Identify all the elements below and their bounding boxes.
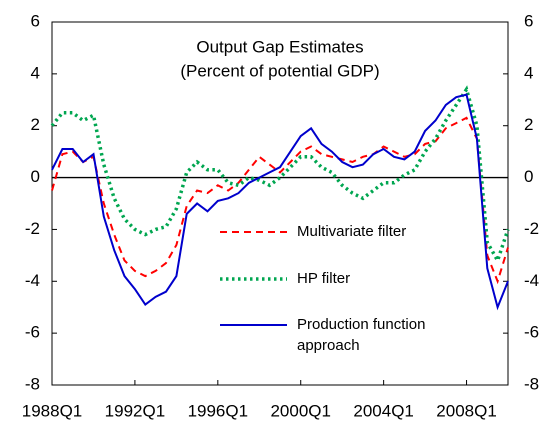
x-tick-label: 1988Q1 xyxy=(22,401,83,420)
legend-label: HP filter xyxy=(297,270,351,287)
y2-tick-label: -6 xyxy=(524,323,539,342)
x-tick-label: 1996Q1 xyxy=(188,401,249,420)
legend-label: Production function approach xyxy=(297,316,426,354)
y2-tick-label: -8 xyxy=(524,374,539,393)
chart-title: Output Gap Estimates xyxy=(196,37,363,56)
y-tick-label: 0 xyxy=(31,167,40,186)
x-tick-label: 2000Q1 xyxy=(270,401,331,420)
y2-tick-label: -2 xyxy=(524,219,539,238)
legend-label: Multivariate filter xyxy=(297,223,407,240)
y2-tick-label: 0 xyxy=(524,167,533,186)
y-tick-label: -2 xyxy=(25,219,40,238)
plot-frame xyxy=(51,21,509,386)
y-tick-label: -6 xyxy=(25,323,40,342)
chart-subtitle: (Percent of potential GDP) xyxy=(180,61,379,80)
y-tick-label: -4 xyxy=(25,271,40,290)
y-tick-label: 4 xyxy=(31,63,40,82)
x-tick-label: 1992Q1 xyxy=(105,401,166,420)
y-tick-label: -8 xyxy=(25,374,40,393)
y-tick-label: 2 xyxy=(31,115,40,134)
y2-tick-label: 2 xyxy=(524,115,533,134)
series-line xyxy=(51,93,509,311)
y2-tick-label: 4 xyxy=(524,63,533,82)
y2-tick-label: -4 xyxy=(524,271,539,290)
y-tick-label: 6 xyxy=(31,11,40,30)
series-line xyxy=(51,116,509,285)
x-tick-label: 2004Q1 xyxy=(353,401,414,420)
x-tick-label: 2008Q1 xyxy=(436,401,497,420)
y2-tick-label: 6 xyxy=(524,11,533,30)
